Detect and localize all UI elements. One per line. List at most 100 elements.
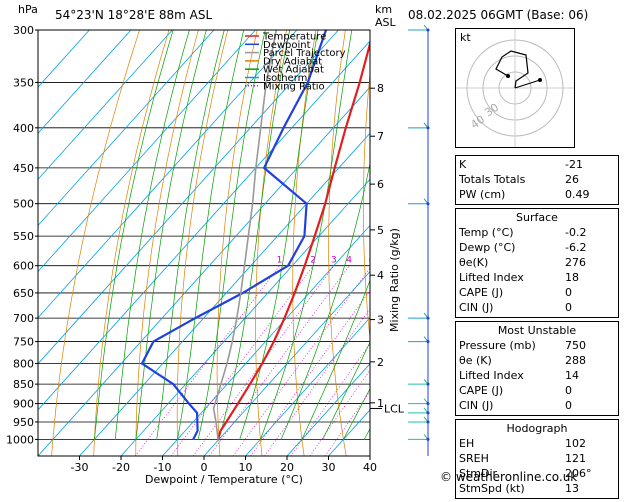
- dry-adiabat: [329, 30, 347, 456]
- surface-cape-row: CAPE (J)0: [459, 285, 615, 300]
- totals-value: 26: [565, 172, 615, 187]
- totals-label: Totals Totals: [459, 172, 525, 187]
- mu-cape-value: 0: [565, 383, 615, 398]
- isotherm: [80, 30, 463, 456]
- mu-cape-label: CAPE (J): [459, 383, 503, 398]
- mu-cin-row: CIN (J)0: [459, 398, 615, 413]
- pressure-tick-label: 600: [13, 260, 34, 273]
- pressure-tick-label: 700: [13, 312, 34, 325]
- hodo-unit: kt: [460, 31, 471, 44]
- wind-barb: [408, 123, 428, 128]
- wind-barb-dot: [427, 438, 430, 441]
- km-tick-label: 4: [377, 269, 384, 282]
- temp-tick-label: 40: [363, 461, 377, 474]
- surface-temp-label: Temp (°C): [459, 225, 514, 240]
- mu-cape-row: CAPE (J) 0: [459, 383, 615, 398]
- temp-tick-label: -30: [71, 461, 89, 474]
- wind-barb: [408, 313, 428, 318]
- mixing-ratio-line-1: [135, 266, 279, 456]
- surface-temp-row: Temp (°C) -0.2: [459, 225, 615, 240]
- location-label: 54°23'N 18°28'E 88m ASL: [55, 8, 212, 22]
- mu-theta-value: 288: [565, 353, 615, 368]
- pressure-unit: hPa: [18, 3, 38, 16]
- x-axis-label: Dewpoint / Temperature (°C): [145, 473, 303, 486]
- surface-dewp-row: Dewp (°C) -6.2: [459, 240, 615, 255]
- asl-unit: ASL: [375, 16, 397, 29]
- km-unit: km: [375, 3, 392, 16]
- km-tick-label: 3: [377, 314, 384, 327]
- pressure-tick-label: 900: [13, 398, 34, 411]
- datetime-label: 08.02.2025 06GMT (Base: 06): [408, 8, 588, 22]
- y2-axis-label: Mixing Ratio (g/kg): [388, 228, 401, 332]
- wet-adiabat: [198, 30, 265, 439]
- wind-barb: [408, 408, 428, 413]
- pw-label: PW (cm): [459, 187, 505, 202]
- k-index-row: K -21: [459, 157, 615, 172]
- pressure-tick-label: 400: [13, 122, 34, 135]
- mu-theta-row: θe (K) 288: [459, 353, 615, 368]
- surface-li-value: 18: [565, 270, 615, 285]
- surface-cape-value: 0: [565, 285, 615, 300]
- totals-row: Totals Totals 26: [459, 172, 615, 187]
- pressure-tick-label: 550: [13, 230, 34, 243]
- hodo-ring-label-40: 40: [468, 113, 487, 132]
- km-tick-label: 8: [377, 82, 384, 95]
- k-index-label: K: [459, 157, 466, 172]
- mu-pres-value: 750: [565, 338, 615, 353]
- dry-adiabat: [217, 30, 257, 456]
- mixing-ratio-label-3: 3: [331, 256, 337, 266]
- wind-barb: [408, 379, 428, 384]
- isotherm: [0, 30, 297, 456]
- sreh-label: SREH: [459, 451, 489, 466]
- pressure-tick-label: 800: [13, 358, 34, 371]
- wind-barb-dot: [427, 340, 430, 343]
- wind-barb-dot: [427, 29, 430, 32]
- mu-pres-row: Pressure (mb) 750: [459, 338, 615, 353]
- hodo-ring-label-30: 30: [482, 101, 501, 120]
- temp-tick-label: 30: [322, 461, 336, 474]
- pressure-tick-label: 450: [13, 162, 34, 175]
- km-tick-label: 2: [377, 356, 384, 369]
- wind-barb-dot: [427, 126, 430, 129]
- wind-barb: [408, 25, 428, 30]
- wind-barbs: [408, 25, 430, 456]
- mu-theta-label: θe (K): [459, 353, 492, 368]
- mixing-ratio-label-4: 4: [346, 256, 352, 266]
- most-unstable-title: Most Unstable: [459, 323, 615, 338]
- hodo-end-point: [506, 74, 510, 78]
- mu-cin-label: CIN (J): [459, 398, 493, 413]
- wind-barb-dot: [427, 317, 430, 320]
- wind-barb-dot: [427, 402, 430, 405]
- hodo-storm-vector: [515, 80, 540, 88]
- km-tick-label: 6: [377, 178, 384, 191]
- wind-barb-dot: [427, 202, 430, 205]
- credit-label: © weatheronline.co.uk: [440, 470, 577, 484]
- wind-barb: [408, 434, 428, 439]
- hodograph-plot: kt 40 30: [456, 29, 574, 147]
- wind-barb: [408, 399, 428, 404]
- k-index-value: -21: [565, 157, 615, 172]
- basic-indices-box: K -21 Totals Totals 26 PW (cm) 0.49: [455, 155, 619, 205]
- mu-pres-label: Pressure (mb): [459, 338, 536, 353]
- mixing-ratio-label-1: 1: [277, 256, 283, 266]
- mixing-ratio-line-15: [291, 266, 426, 456]
- pressure-tick-label: 500: [13, 198, 34, 211]
- pressure-tick-label: 750: [13, 336, 34, 349]
- wind-barb: [408, 417, 428, 422]
- wind-barb-dot: [427, 383, 430, 386]
- pressure-tick-label: 350: [13, 76, 34, 89]
- surface-temp-value: -0.2: [565, 225, 615, 240]
- hodo-storm-point: [538, 78, 542, 82]
- pressure-tick-label: 950: [13, 416, 34, 429]
- most-unstable-box: Most Unstable Pressure (mb) 750 θe (K) 288…: [455, 321, 619, 416]
- surface-dewp-label: Dewp (°C): [459, 240, 515, 255]
- legend-label: Mixing Ratio: [263, 81, 325, 92]
- surface-dewp-value: -6.2: [565, 240, 615, 255]
- wind-barb-dot: [427, 420, 430, 423]
- surface-li-label: Lifted Index: [459, 270, 524, 285]
- surface-theta-value: 276: [565, 255, 615, 270]
- pw-value: 0.49: [565, 187, 615, 202]
